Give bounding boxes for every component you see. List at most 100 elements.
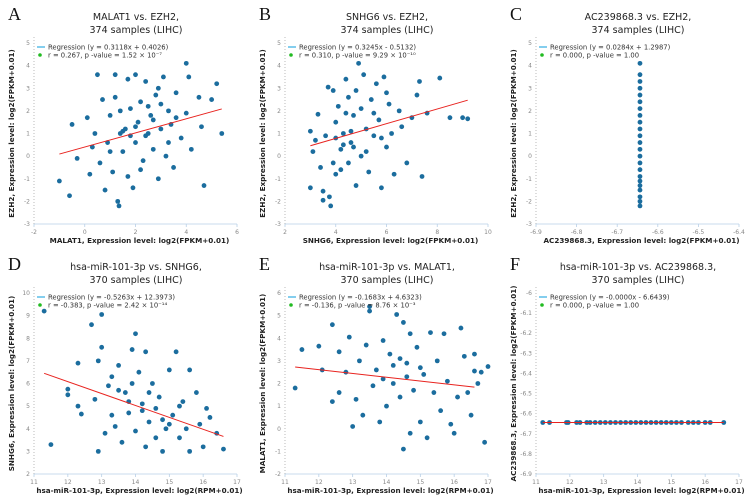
data-point — [69, 122, 75, 127]
panel-c: C AC239868.3 vs. EZH2, 374 samples (LIHC) -… — [502, 0, 753, 250]
data-point — [107, 149, 113, 155]
data-point — [431, 390, 437, 395]
data-point — [448, 421, 454, 427]
data-point — [92, 131, 98, 136]
legend-regression-text: Regression (y = 0.3245x - 0.5132) — [299, 44, 416, 52]
data-point — [637, 146, 643, 152]
data-point — [313, 137, 318, 143]
data-point — [150, 381, 155, 386]
y-tick-label: 5 — [277, 313, 281, 320]
data-point — [323, 133, 328, 139]
data-point — [438, 408, 444, 414]
data-point — [465, 390, 471, 395]
data-point — [411, 387, 416, 393]
chart-title: SNHG6 vs. EZH2, — [346, 12, 428, 23]
data-point — [379, 135, 384, 141]
x-tick-label: 14 — [634, 479, 642, 486]
data-point — [340, 142, 346, 148]
data-point — [397, 356, 403, 362]
data-point — [318, 165, 323, 170]
y-axis-label: MALAT1, Expression level: log2(FPKM+0.01… — [258, 294, 267, 474]
y-tick-label: 5 — [528, 40, 532, 47]
x-tick-label: -6.4 — [733, 229, 745, 236]
data-point — [65, 386, 71, 392]
data-point — [67, 193, 72, 199]
data-point — [325, 84, 331, 90]
y-tick-label: 4 — [528, 63, 532, 70]
data-point — [170, 412, 176, 418]
y-tick-label: -6.8 — [520, 451, 532, 458]
data-point — [110, 169, 116, 175]
y-tick-label: 9 — [26, 313, 30, 320]
data-point — [637, 140, 643, 145]
y-tick-label: -6.6 — [520, 411, 532, 418]
data-point — [92, 396, 98, 402]
y-tick-label: 5 — [26, 403, 30, 410]
x-tick-label: 12 — [315, 479, 323, 486]
data-point — [637, 153, 643, 159]
data-point — [356, 60, 361, 66]
chart-title: 370 samples (LIHC) — [341, 275, 434, 286]
data-point — [116, 363, 121, 368]
data-point — [180, 399, 186, 404]
x-tick-label: 16 — [199, 479, 207, 486]
data-point — [166, 421, 172, 427]
data-point — [329, 399, 335, 404]
data-point — [155, 85, 161, 91]
y-tick-label: -1 — [275, 176, 281, 183]
y-tick-label: 3 — [26, 448, 30, 455]
data-point — [139, 401, 145, 407]
data-point — [417, 419, 423, 425]
data-point — [125, 76, 131, 82]
data-point — [150, 117, 156, 123]
data-point — [404, 374, 410, 380]
y-tick-label: 2 — [277, 381, 281, 388]
data-point — [478, 369, 484, 375]
data-point — [637, 187, 643, 193]
data-point — [160, 448, 165, 454]
x-tick-label: 16 — [701, 479, 709, 486]
data-point — [171, 165, 176, 170]
data-point — [348, 140, 354, 145]
data-point — [133, 140, 138, 145]
data-point — [125, 174, 131, 179]
data-point — [451, 430, 457, 436]
data-point — [204, 405, 209, 411]
data-point — [445, 378, 450, 384]
data-point — [133, 72, 138, 78]
data-point — [143, 349, 149, 355]
data-point — [188, 146, 194, 152]
data-point — [447, 115, 453, 121]
data-point — [637, 79, 643, 84]
x-tick-label: 12 — [64, 479, 72, 486]
data-point — [455, 394, 460, 400]
chart-title: AC239868.3 vs. EZH2, — [585, 12, 692, 23]
y-tick-label: 5 — [277, 40, 281, 47]
data-point — [367, 308, 372, 314]
chart-title: hsa-miR-101-3p vs. SNHG6, — [70, 262, 202, 273]
data-point — [135, 119, 141, 125]
data-point — [350, 424, 356, 429]
legend-regression-text: Regression (y = -0.0000x - 6.6439) — [550, 294, 670, 302]
y-tick-label: -6.3 — [520, 350, 532, 357]
data-point — [414, 92, 420, 98]
data-point — [421, 372, 427, 377]
x-tick-label: 13 — [349, 479, 357, 486]
y-tick-label: -1 — [24, 176, 30, 183]
data-point — [219, 131, 225, 136]
data-point — [307, 128, 313, 134]
x-tick-label: 15 — [668, 479, 676, 486]
x-axis-label: hsa-miR-101-3p, Expression level: log2(R… — [538, 486, 744, 495]
data-point — [336, 349, 342, 355]
data-point — [120, 128, 126, 134]
data-point — [353, 396, 359, 402]
data-point — [199, 124, 204, 130]
data-point — [128, 106, 133, 112]
x-tick-label: 17 — [233, 479, 241, 486]
data-point — [485, 364, 491, 369]
chart-title: 370 samples (LIHC) — [90, 275, 183, 286]
y-tick-label: -6 — [526, 290, 532, 297]
data-point — [338, 167, 344, 173]
data-point — [173, 90, 179, 96]
